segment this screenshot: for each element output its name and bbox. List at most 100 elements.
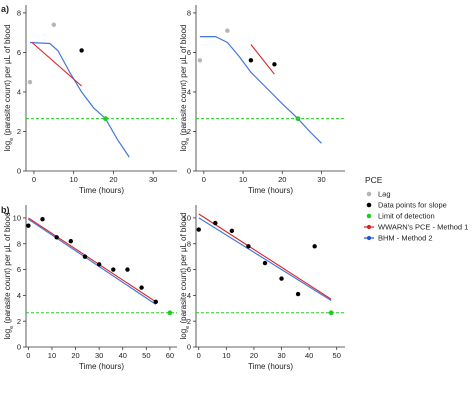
x-tick-label: 0: [26, 351, 30, 360]
x-tick-label: 60: [166, 351, 174, 360]
slope-point: [111, 267, 116, 272]
y-axis-label: loge (parasite count) per µL of blood: [179, 212, 191, 339]
y-axis-label-rest: (parasite count) per µL of blood: [3, 24, 12, 137]
y-axis-label-rest: (parasite count) per µL of blood: [179, 212, 188, 325]
slope-point: [40, 217, 45, 222]
x-tick-label: 20: [109, 175, 117, 184]
y-tick-label: 6: [187, 48, 191, 57]
legend-marker-lod: [366, 213, 372, 219]
slope-point: [213, 220, 218, 226]
legend-title: PCE: [365, 175, 383, 185]
lag-point: [51, 22, 57, 27]
x-tick-label: 10: [222, 351, 230, 360]
legend-label-slope-points: Data points for slope: [378, 201, 447, 210]
x-tick-label: 20: [71, 351, 79, 360]
y-tick-label: 4: [187, 291, 191, 300]
y-tick-label: 10: [183, 214, 191, 223]
y-tick-label: 8: [187, 9, 191, 18]
lod-point: [103, 116, 108, 122]
x-axis-label: Time (hours): [79, 362, 124, 371]
y-tick-label: 0: [17, 167, 21, 176]
y-tick-label: 0: [187, 343, 191, 352]
legend-item-bhm: BHM - Method 2: [364, 234, 433, 243]
slope-point: [248, 58, 254, 63]
bhm-line: [28, 218, 157, 305]
legend-marker-pce: [366, 224, 372, 230]
slope-point: [79, 48, 84, 53]
x-tick-label: 40: [305, 351, 313, 360]
lag-point: [27, 79, 33, 85]
legend-label-pce: WWARN's PCE - Method 1: [378, 223, 468, 232]
y-tick-label: 4: [187, 88, 191, 97]
y-axis-label-log: log: [179, 329, 188, 340]
x-axis-label: Time (hours): [248, 362, 293, 371]
legend-item-pce: WWARN's PCE - Method 1: [364, 223, 468, 232]
y-tick-label: 0: [17, 343, 21, 352]
x-tick-label: 0: [197, 351, 201, 360]
y-tick-label: 2: [17, 317, 21, 326]
slope-point: [262, 260, 268, 266]
y-tick-label: 4: [17, 291, 21, 300]
y-axis-label-rest: (parasite count) per µL of blood: [179, 24, 188, 137]
lag-point: [225, 28, 230, 33]
x-tick-label: 20: [278, 175, 286, 184]
pce-line: [31, 42, 82, 87]
slope-point: [279, 276, 284, 281]
slope-point: [246, 244, 251, 249]
panel-2: 0 10 20 30 0 2 4 6 8 Time (hours) loge (parasite c…: [179, 5, 345, 195]
lod-point: [295, 116, 301, 122]
x-tick-label: 10: [239, 175, 247, 184]
y-tick-label: 10: [13, 214, 21, 223]
y-axis-label-subscript: e: [185, 138, 191, 141]
y-axis-label: loge (parasite count) per µL of blood: [3, 212, 15, 339]
panel-1: 0 10 20 30 0 2 4 6 8 Time (hours) loge (parasite c…: [1, 4, 177, 195]
bhm-line: [29, 41, 130, 158]
y-axis-label: loge (parasite count) per µL of blood: [3, 24, 15, 151]
slope-point: [312, 244, 317, 249]
legend-item-lag: Lag: [366, 190, 391, 199]
x-tick-label: 10: [70, 175, 78, 184]
slope-point: [125, 267, 130, 272]
panel-4: 0 10 20 30 40 50 0 2 4 6 8 10 Time (hours) loge (para…: [179, 205, 345, 371]
y-tick-label: 6: [17, 265, 21, 274]
x-axis-label: Time (hours): [79, 186, 124, 195]
pce-line: [198, 213, 332, 300]
slope-point: [153, 299, 158, 305]
y-tick-label: 2: [187, 127, 191, 136]
y-axis-label-log: log: [179, 141, 188, 152]
slope-point: [26, 223, 31, 228]
y-tick-label: 6: [187, 265, 191, 274]
legend-item-slope-points: Data points for slope: [366, 201, 447, 210]
lag-point: [197, 58, 203, 63]
slope-point: [68, 238, 74, 244]
x-axis-label: Time (hours): [248, 186, 293, 195]
x-tick-label: 30: [95, 351, 103, 360]
legend-marker-lag: [366, 191, 372, 197]
y-axis-label-subscript: e: [9, 138, 15, 141]
x-tick-label: 10: [48, 351, 56, 360]
legend-item-lod: Limit of detection: [366, 212, 435, 221]
x-tick-label: 30: [277, 351, 285, 360]
pce-line: [28, 217, 157, 303]
y-axis-label-log: log: [3, 141, 12, 152]
y-tick-label: 0: [187, 167, 191, 176]
y-tick-label: 2: [187, 317, 191, 326]
y-axis-label-subscript: e: [9, 326, 15, 329]
slope-point: [96, 262, 102, 267]
bhm-line: [199, 35, 322, 144]
slope-point: [272, 62, 277, 67]
y-axis-label: loge (parasite count) per µL of blood: [179, 24, 191, 151]
slope-point: [196, 227, 201, 232]
y-axis-label-rest: (parasite count) per µL of blood: [3, 212, 12, 325]
y-axis-label-subscript: e: [185, 326, 191, 329]
y-tick-label: 8: [17, 239, 21, 248]
legend: PCE Lag Data points for slope Limit of d…: [364, 175, 468, 243]
y-tick-label: 2: [17, 127, 21, 136]
panel-label: b): [1, 205, 10, 215]
lod-point: [328, 310, 334, 316]
y-axis-label-log: log: [3, 329, 12, 340]
pce-line: [250, 44, 275, 75]
y-tick-label: 4: [17, 88, 21, 97]
